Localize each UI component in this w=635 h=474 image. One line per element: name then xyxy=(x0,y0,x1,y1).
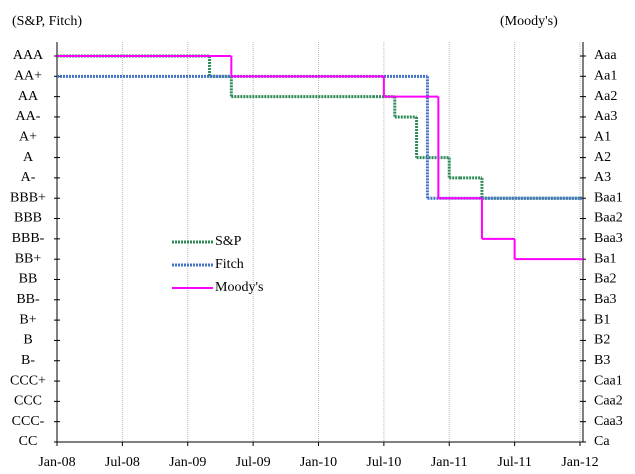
x-tick-label: Jan-08 xyxy=(38,455,75,470)
y2-tick-label: Caa3 xyxy=(594,414,623,429)
y-tick-label: CCC+ xyxy=(10,373,46,388)
y2-tick-label: Aa3 xyxy=(594,109,617,124)
legend-label: Fitch xyxy=(215,257,244,272)
y2-tick-label: Ba1 xyxy=(594,251,617,266)
x-tick-label: Jul-10 xyxy=(366,455,401,470)
y2-tick-label: Baa1 xyxy=(594,190,623,205)
x-tick-label: Jul-11 xyxy=(497,455,531,470)
x-tick-label: Jan-09 xyxy=(169,455,206,470)
x-tick-label: Jan-10 xyxy=(300,455,337,470)
y2-tick-label: Aa2 xyxy=(594,89,617,104)
y2-tick-label: B2 xyxy=(594,333,610,348)
y-tick-label: B- xyxy=(21,353,35,368)
y2-tick-label: B3 xyxy=(594,353,610,368)
y-tick-label: A+ xyxy=(19,129,37,144)
y2-tick-label: Ca xyxy=(594,434,610,449)
series xyxy=(57,55,583,261)
y-tick-label: AA xyxy=(18,89,39,104)
y-tick-label: B xyxy=(23,333,32,348)
y-tick-label: A- xyxy=(21,170,36,185)
y-tick-label: BBB+ xyxy=(10,190,46,205)
y-tick-label: BBB xyxy=(14,211,42,226)
y-tick-label: AA+ xyxy=(14,69,42,84)
y-tick-label: BB+ xyxy=(15,251,42,266)
legend-label: Moody's xyxy=(215,280,263,295)
y2-tick-label: Aa1 xyxy=(594,69,617,84)
y2-tick-label: A1 xyxy=(594,129,611,144)
y2-tick-label: Caa2 xyxy=(594,394,623,409)
y-tick-label: BB- xyxy=(16,292,40,307)
y2-tick-label: A2 xyxy=(594,150,611,165)
y-tick-label: B+ xyxy=(19,312,36,327)
y2-tick-label: Ba3 xyxy=(594,292,617,307)
y-tick-label: A xyxy=(23,150,34,165)
y2-tick-label: B1 xyxy=(594,312,610,327)
y2-tick-label: Baa2 xyxy=(594,211,623,226)
y-tick-label: BBB- xyxy=(12,231,45,246)
series xyxy=(57,74,583,200)
y-tick-label: AAA xyxy=(13,48,44,63)
y-tick-label: AA- xyxy=(16,109,41,124)
x-tick-label: Jan-12 xyxy=(561,455,598,470)
y-axis-title: (S&P, Fitch) xyxy=(12,14,82,29)
y-tick-label: CCC- xyxy=(12,414,45,429)
legend: S&P Fitch Moody's xyxy=(172,234,263,295)
y2-tick-label: Caa1 xyxy=(594,373,623,388)
y-tick-label: CCC xyxy=(14,394,42,409)
y-tick-label: CC xyxy=(19,434,38,449)
y2-tick-label: Aaa xyxy=(594,48,617,63)
y2-tick-label: Baa3 xyxy=(594,231,623,246)
y2-tick-label: Ba2 xyxy=(594,272,617,287)
y2-axis-title: (Moody's) xyxy=(500,14,558,29)
x-tick-label: Jan-11 xyxy=(431,455,468,470)
y-tick-label: BB xyxy=(19,272,38,287)
y2-tick-label: A3 xyxy=(594,170,611,185)
legend-label: S&P xyxy=(215,234,242,249)
x-tick-label: Jul-09 xyxy=(236,455,271,470)
x-tick-label: Jul-08 xyxy=(105,455,140,470)
